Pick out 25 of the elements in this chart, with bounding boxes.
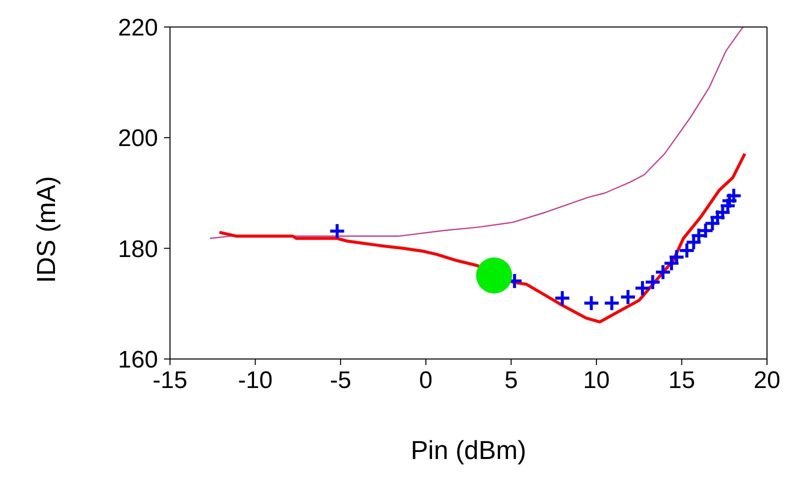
y-tick-label: 220 <box>118 14 158 42</box>
point <box>720 192 738 210</box>
y-tick-label: 200 <box>118 125 158 152</box>
point <box>476 257 512 294</box>
x-tick-label: -10 <box>238 367 273 394</box>
point <box>678 242 696 260</box>
point <box>725 187 742 204</box>
x-tick-label: 10 <box>583 367 610 394</box>
x-tick-label: 0 <box>419 367 433 394</box>
x-axis-title: Pin (dBm) <box>410 435 526 465</box>
point <box>619 288 636 306</box>
point <box>603 294 620 312</box>
point <box>554 290 571 307</box>
x-tick-label: 5 <box>504 367 518 394</box>
point <box>582 294 600 312</box>
point <box>654 264 672 281</box>
x-tick-label: -5 <box>330 367 352 394</box>
line-series <box>209 27 744 239</box>
x-tick-label: 15 <box>668 367 696 394</box>
point <box>644 274 662 291</box>
y-axis-title: IDS (mA) <box>31 176 62 283</box>
point <box>634 280 651 297</box>
y-tick-label: 180 <box>118 236 158 263</box>
point <box>328 222 346 240</box>
x-tick-label: 20 <box>754 367 780 394</box>
